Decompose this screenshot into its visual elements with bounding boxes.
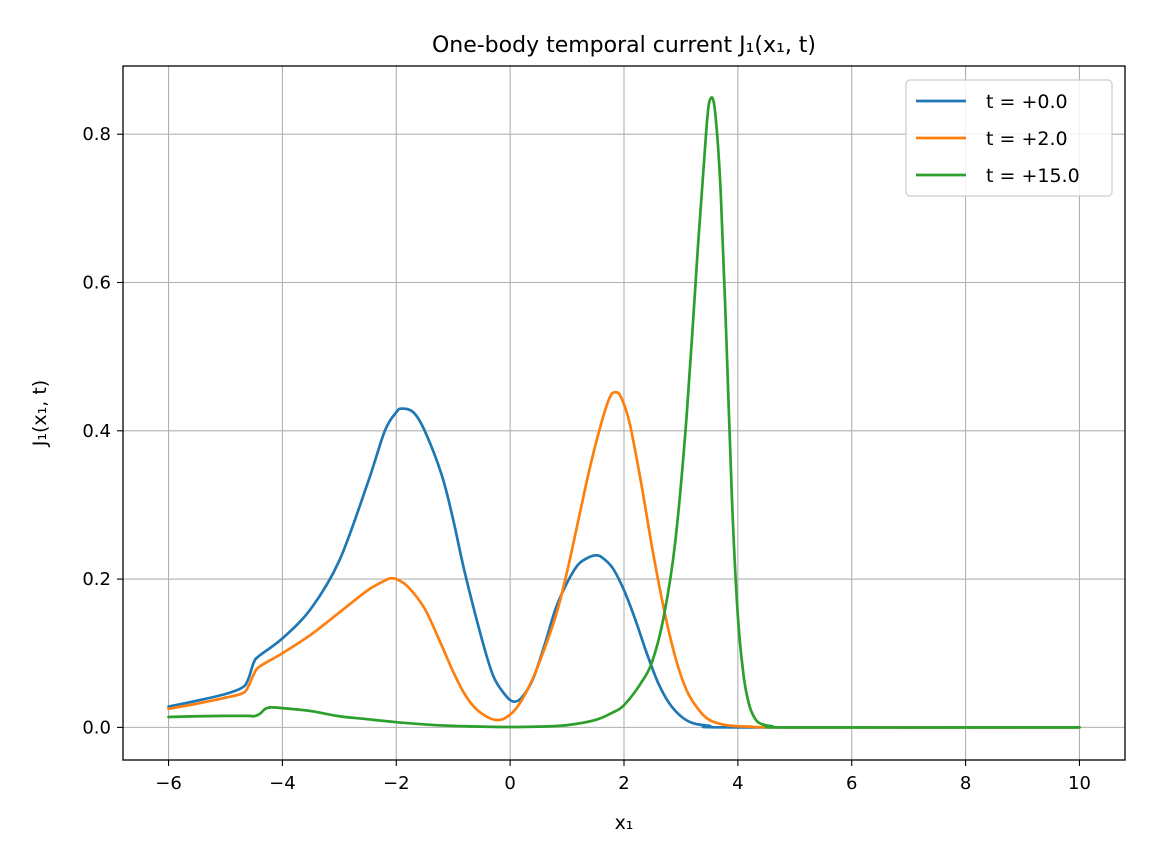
- y-axis-label: J₁(x₁, t): [29, 380, 51, 447]
- ticks: −6 −4 −2 0 2 4 6 8 10 0.0 0.2 0.4 0.6 0.8: [82, 124, 1091, 794]
- series-line-0: [167, 407, 1081, 729]
- x-tick-label: 2: [618, 773, 629, 794]
- x-tick-label: −6: [155, 773, 182, 794]
- y-tick-label: 0.6: [82, 273, 111, 294]
- series-line-1: [167, 390, 1081, 729]
- legend-box: [905, 79, 1113, 197]
- x-tick-label: 0: [504, 773, 515, 794]
- x-tick-label: 10: [1068, 773, 1091, 794]
- y-tick-label: 0.2: [82, 569, 111, 590]
- legend-label-0: t = +0.0: [986, 91, 1068, 113]
- x-axis-label: x₁: [615, 812, 634, 834]
- x-tick-label: 6: [846, 773, 857, 794]
- y-tick-label: 0.4: [82, 421, 111, 442]
- x-tick-label: 8: [960, 773, 971, 794]
- x-tick-label: 4: [732, 773, 743, 794]
- legend-label-1: t = +2.0: [986, 128, 1068, 150]
- chart-title: One-body temporal current J₁(x₁, t): [432, 33, 816, 58]
- series-layer: [167, 96, 1081, 729]
- legend: t = +0.0 t = +2.0 t = +15.0: [905, 79, 1113, 197]
- x-tick-label: −4: [269, 773, 296, 794]
- x-tick-label: −2: [383, 773, 410, 794]
- y-tick-label: 0.0: [82, 717, 111, 738]
- series-line-2: [167, 96, 1081, 729]
- y-tick-label: 0.8: [82, 124, 111, 145]
- legend-label-2: t = +15.0: [986, 165, 1080, 187]
